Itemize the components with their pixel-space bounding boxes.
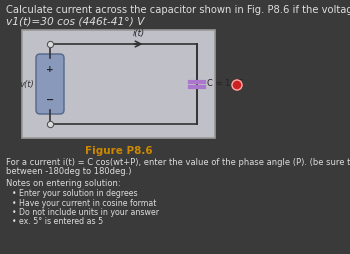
Text: For a current i(t) = C cos(wt+P), enter the value of the phase angle (P). (be su: For a current i(t) = C cos(wt+P), enter … <box>6 158 350 167</box>
FancyBboxPatch shape <box>22 30 215 138</box>
Text: Figure P8.6: Figure P8.6 <box>85 146 152 156</box>
Text: +: + <box>46 66 54 74</box>
Text: v1(t)=30 cos (446t-41°) V: v1(t)=30 cos (446t-41°) V <box>6 17 144 27</box>
Text: • Do not include units in your answer: • Do not include units in your answer <box>12 208 159 217</box>
Text: v(t): v(t) <box>19 80 34 88</box>
Text: −: − <box>46 95 54 105</box>
Text: • ex. 5° is entered as 5: • ex. 5° is entered as 5 <box>12 217 103 227</box>
Text: between -180deg to 180deg.): between -180deg to 180deg.) <box>6 167 132 176</box>
Text: i(t): i(t) <box>132 29 145 38</box>
Text: Calculate current across the capacitor shown in Fig. P8.6 if the voltage input i: Calculate current across the capacitor s… <box>6 5 350 15</box>
Text: C = 1 μF: C = 1 μF <box>207 80 243 88</box>
Text: Notes on entering solution:: Notes on entering solution: <box>6 179 121 188</box>
Circle shape <box>232 80 242 90</box>
FancyBboxPatch shape <box>36 54 64 114</box>
Text: • Have your current in cosine format: • Have your current in cosine format <box>12 198 156 208</box>
Text: • Enter your solution in degrees: • Enter your solution in degrees <box>12 189 138 198</box>
